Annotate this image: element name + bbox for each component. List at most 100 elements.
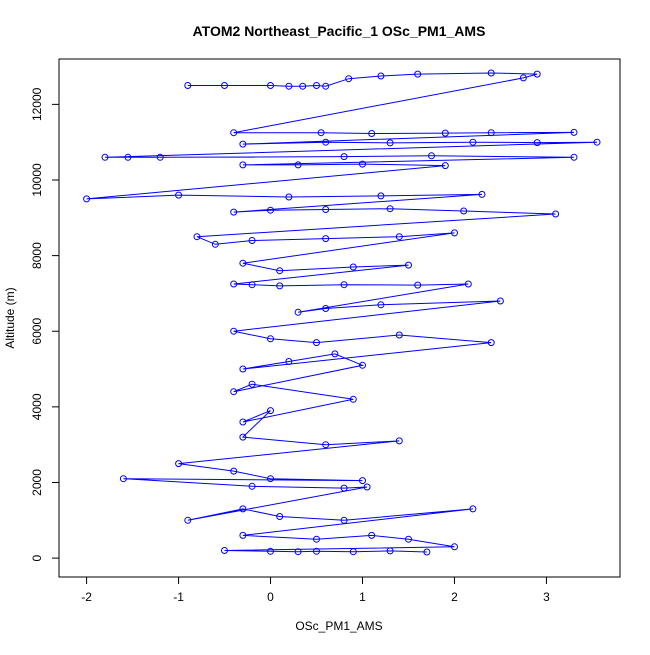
- data-point: [276, 267, 284, 275]
- y-tick-label: 0: [30, 554, 44, 561]
- data-point: [469, 505, 477, 513]
- data-point: [184, 82, 192, 89]
- data-point: [317, 129, 325, 137]
- data-point: [414, 281, 422, 289]
- data-point: [239, 433, 247, 441]
- data-point: [193, 233, 201, 241]
- data-point: [267, 206, 274, 214]
- data-point: [276, 513, 284, 520]
- y-axis: 0 2000 4000 6000 8000 10000 12000: [30, 87, 60, 561]
- x-tick-label: -2: [81, 590, 92, 604]
- data-point: [322, 82, 330, 90]
- data-point: [423, 548, 431, 556]
- data-point: [340, 153, 348, 161]
- data-point: [294, 161, 302, 169]
- data-point: [451, 229, 458, 237]
- y-tick-label: 10000: [30, 163, 44, 197]
- x-tick-label: 0: [267, 590, 274, 604]
- x-tick-label: 3: [543, 590, 550, 604]
- data-point: [552, 210, 560, 218]
- data-point: [478, 190, 486, 198]
- chart-title: ATOM2 Northeast_Pacific_1 OSc_PM1_AMS: [193, 23, 486, 39]
- data-point: [322, 206, 330, 213]
- data-point: [464, 280, 472, 288]
- data-point: [230, 129, 238, 137]
- data-point: [239, 161, 247, 169]
- data-point: [368, 130, 376, 137]
- data-point: [248, 281, 256, 289]
- x-axis-label: OSc_PM1_AMS: [295, 619, 382, 633]
- data-point: [83, 195, 91, 203]
- data-point: [359, 361, 366, 369]
- data-point: [248, 482, 256, 490]
- data-point: [570, 153, 578, 161]
- data-point: [395, 233, 403, 241]
- data-point: [101, 153, 109, 161]
- data-point: [377, 192, 385, 200]
- data-point: [156, 153, 164, 161]
- data-point: [230, 280, 238, 288]
- data-point: [349, 263, 357, 271]
- data-point: [239, 418, 247, 426]
- data-point: [285, 358, 293, 365]
- data-point: [221, 82, 228, 89]
- data-point: [533, 139, 541, 147]
- data-point: [395, 331, 403, 339]
- data-point: [230, 327, 238, 335]
- data-point: [340, 516, 348, 524]
- x-tick-label: -1: [173, 590, 184, 604]
- data-point: [248, 237, 256, 244]
- data-point: [230, 467, 238, 475]
- data-point: [386, 205, 394, 213]
- data-point: [267, 547, 274, 555]
- data-point: [313, 339, 320, 347]
- data-point: [496, 297, 504, 305]
- data-point: [248, 380, 256, 388]
- data-point: [593, 138, 601, 146]
- data-point: [230, 388, 238, 396]
- data-point: [368, 531, 376, 539]
- data-point: [239, 259, 247, 267]
- data-point: [239, 531, 247, 539]
- data-point: [276, 282, 284, 290]
- data-point: [349, 395, 357, 403]
- data-point: [267, 475, 274, 483]
- series-line: [86, 72, 598, 553]
- data-point: [119, 475, 127, 483]
- data-point: [175, 460, 183, 468]
- data-point: [533, 70, 541, 78]
- data-point: [239, 140, 247, 148]
- data-point: [349, 548, 357, 556]
- data-point: [267, 335, 274, 343]
- data-point: [124, 153, 132, 161]
- data-point: [267, 82, 274, 89]
- data-point: [386, 547, 394, 555]
- data-point: [487, 129, 495, 137]
- x-tick-label: 2: [451, 590, 458, 604]
- data-point: [570, 128, 578, 136]
- data-point: [377, 301, 385, 309]
- data-point: [313, 82, 320, 89]
- data-point: [285, 82, 293, 90]
- y-tick-label: 8000: [30, 242, 44, 269]
- data-point: [340, 484, 348, 492]
- y-tick-label: 2000: [30, 469, 44, 496]
- data-point: [184, 516, 192, 524]
- data-point: [359, 160, 366, 168]
- data-point: [294, 548, 302, 556]
- data-point: [239, 505, 247, 513]
- data-point: [487, 69, 495, 77]
- data-point: [405, 261, 412, 269]
- data-point: [519, 74, 527, 82]
- data-point: [285, 193, 293, 201]
- data-point: [221, 547, 228, 554]
- data-point: [405, 535, 412, 543]
- data-point: [345, 75, 353, 83]
- data-point: [322, 235, 330, 243]
- data-point: [340, 281, 348, 289]
- data-point: [414, 70, 422, 78]
- data-point: [239, 365, 247, 373]
- y-axis-label: Altitude (m): [3, 287, 17, 348]
